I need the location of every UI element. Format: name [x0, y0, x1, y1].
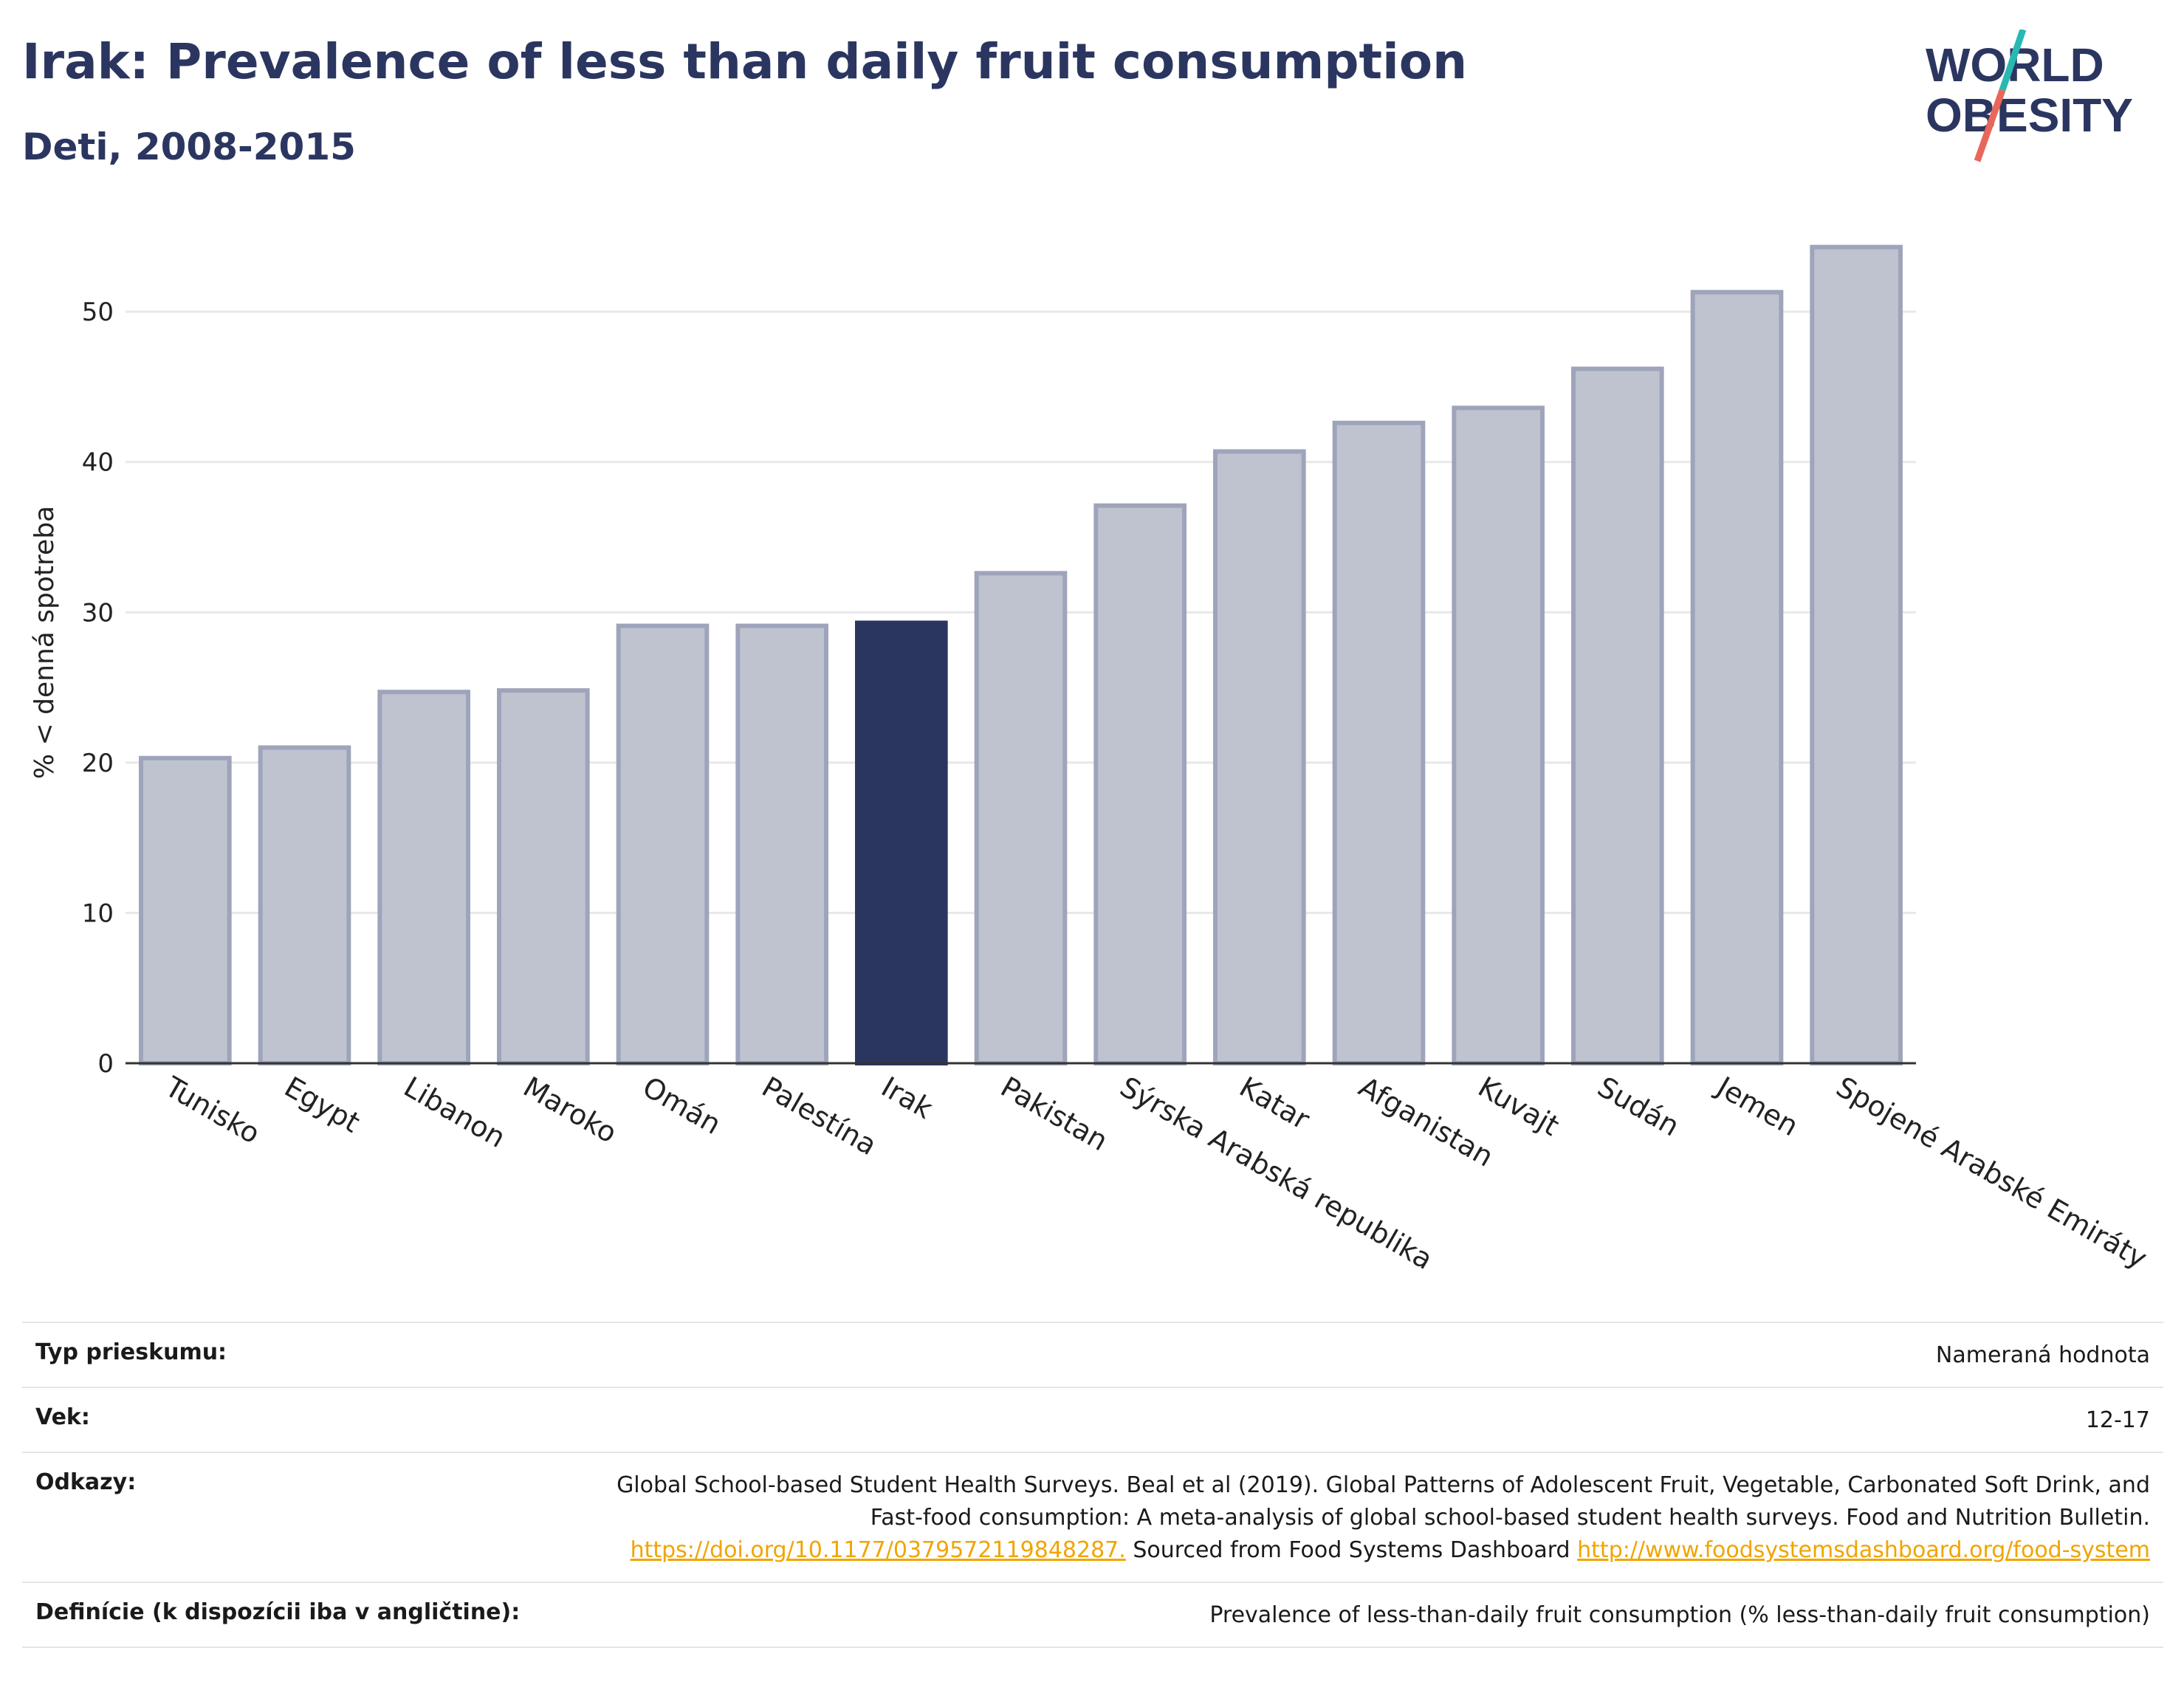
bar [1213, 449, 1306, 1065]
chart-title: Irak: Prevalence of less than daily frui… [22, 33, 1468, 90]
info-row-definition: Definície (k dispozícii iba v angličtine… [22, 1583, 2163, 1648]
bar [855, 620, 948, 1065]
info-label: Definície (k dispozícii iba v angličtine… [35, 1599, 521, 1625]
logo-slash-bottom [1974, 89, 2006, 162]
info-value: Prevalence of less-than-daily fruit cons… [1209, 1602, 2150, 1628]
info-row-references: Odkazy: Global School-based Student Heal… [22, 1453, 2163, 1583]
x-tick-label: Pakistan [995, 1071, 1113, 1158]
y-tick-label: 50 [82, 298, 114, 327]
y-tick-label: 40 [82, 448, 114, 478]
bar [377, 690, 470, 1066]
info-value: 12-17 [2085, 1407, 2150, 1433]
y-tick-label: 30 [82, 598, 114, 628]
bar [616, 623, 710, 1065]
bar [1571, 366, 1664, 1065]
world-obesity-logo[interactable]: WORLD OBESITY [1920, 30, 2171, 162]
bar [1093, 503, 1187, 1065]
x-tick-label: Afganistan [1353, 1071, 1499, 1173]
references-source: Sourced from Food Systems Dashboard [1133, 1537, 1570, 1563]
x-tick-label: Sudán [1592, 1071, 1685, 1143]
x-tick-label: Libanon [399, 1071, 511, 1154]
y-tick-label: 0 [97, 1049, 114, 1079]
bar [1332, 420, 1426, 1065]
y-axis-label: % < denná spotreba [30, 506, 60, 779]
bar [1810, 244, 1903, 1065]
logo-slash-top [1999, 30, 2027, 92]
bar [258, 745, 351, 1065]
x-tick-label: Jemen [1710, 1070, 1804, 1143]
info-value: Nameraná hodnota [1935, 1342, 2150, 1368]
doi-link[interactable]: https://doi.org/10.1177/0379572119848287… [630, 1537, 1126, 1563]
bar [1690, 289, 1784, 1065]
x-tick-label: Kuvajt [1473, 1071, 1565, 1142]
info-row-survey-type: Typ prieskumu: Nameraná hodnota [22, 1323, 2163, 1388]
bar [497, 688, 590, 1066]
bar [139, 755, 232, 1065]
x-tick-label: Omán [637, 1071, 727, 1141]
info-label: Odkazy: [35, 1469, 137, 1495]
bar [974, 571, 1068, 1065]
x-tick-label: Egypt [279, 1071, 365, 1139]
x-tick-label: Maroko [518, 1071, 622, 1150]
logo-text-obesity: OBESITY [1926, 89, 2133, 142]
references-citation: Global School-based Student Health Surve… [617, 1472, 2150, 1531]
bar [735, 623, 828, 1065]
x-tick-label: Tunisko [159, 1070, 265, 1150]
info-label: Vek: [35, 1404, 90, 1430]
x-tick-label: Irak [876, 1071, 938, 1125]
references-text: Global School-based Student Health Surve… [563, 1469, 2150, 1567]
x-tick-label: Palestína [757, 1071, 882, 1162]
y-tick-label: 20 [82, 749, 114, 778]
info-table: Typ prieskumu: Nameraná hodnota Vek: 12-… [22, 1322, 2163, 1648]
y-tick-label: 10 [82, 899, 114, 928]
x-tick-label: Katar [1234, 1071, 1315, 1136]
chart-subtitle: Deti, 2008-2015 [22, 126, 356, 168]
info-label: Typ prieskumu: [35, 1339, 227, 1365]
x-tick-label: Spojené Arabské Emiráty [1831, 1071, 2153, 1275]
bar-chart: 0 10 20 30 40 50 % < denná spotreba Tunisko Egyp… [30, 244, 2153, 1276]
info-row-age: Vek: 12-17 [22, 1388, 2163, 1453]
bar [1452, 405, 1545, 1065]
food-systems-dashboard-link[interactable]: http://www.foodsystemsdashboard.org/food… [1577, 1537, 2150, 1563]
